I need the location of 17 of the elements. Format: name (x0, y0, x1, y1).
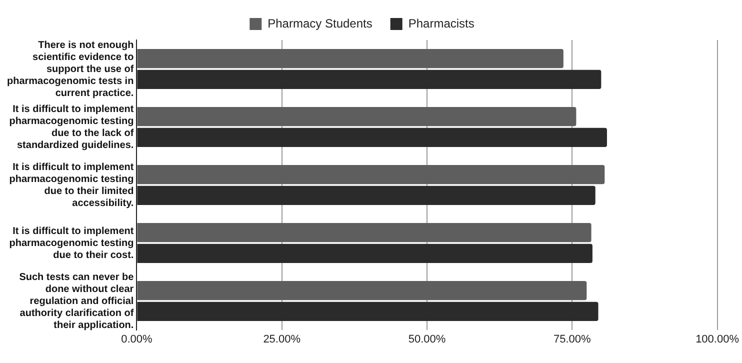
x-tick-label: 0.00% (121, 334, 153, 346)
bar (137, 222, 592, 242)
y-tick-label: It is difficult to implement pharmacogenomic testing due to their limited accessibility. (9, 162, 134, 209)
y-tick-label: There is not enough scientific evidence to support the use of pharmacogenomic tests in current practice. (6, 40, 134, 99)
y-tick-label: It is difficult to implement pharmacogenomic testing due to their cost. (9, 226, 134, 261)
bar (137, 48, 564, 68)
y-tick-label: It is difficult to implement pharmacogenomic testing due to the lack of standardized guidelines. (9, 104, 134, 151)
x-tick-label: 75.00% (553, 334, 592, 346)
x-tick-label: 50.00% (408, 334, 446, 346)
legend-label: Pharmacy Students (268, 16, 372, 30)
x-tick-label: 25.00% (263, 334, 301, 346)
x-tick-label: 100.00% (696, 334, 740, 346)
legend-label: Pharmacists (408, 16, 474, 30)
y-tick-label: Such tests can never be done without clear regulation and official authority clarification of their application. (19, 272, 134, 331)
bar (137, 280, 587, 300)
bar (137, 106, 576, 126)
bar (137, 164, 605, 184)
